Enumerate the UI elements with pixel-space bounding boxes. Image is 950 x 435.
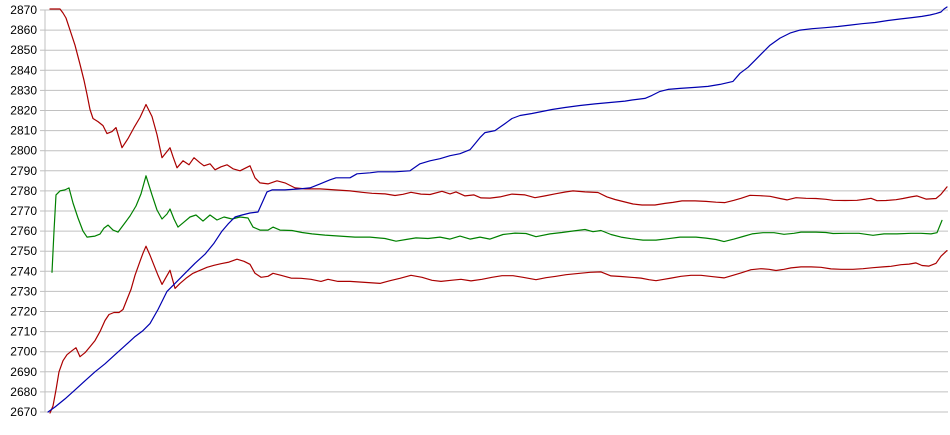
series-line-green	[51, 175, 943, 273]
y-tick-label: 2740	[10, 264, 37, 278]
y-tick-label: 2860	[10, 23, 37, 37]
y-tick-label: 2700	[10, 345, 37, 359]
y-tick-label: 2810	[10, 124, 37, 138]
y-axis-labels: 2870 2860 2850 2840 2830 2820 2810 2800 2790 2780…	[10, 3, 37, 419]
y-tick-label: 2760	[10, 224, 37, 238]
y-tick-label: 2850	[10, 43, 37, 57]
y-tick-label: 2800	[10, 144, 37, 158]
y-tick-label: 2870	[10, 3, 37, 17]
y-tick-label: 2820	[10, 104, 37, 118]
y-tick-label: 2780	[10, 184, 37, 198]
y-axis	[40, 9, 46, 413]
series-line-red-upper	[49, 8, 948, 206]
y-tick-label: 2690	[10, 365, 37, 379]
y-tick-label: 2790	[10, 164, 37, 178]
gridlines	[45, 9, 948, 413]
y-tick-label: 2670	[10, 405, 37, 419]
y-tick-label: 2830	[10, 83, 37, 97]
y-tick-label: 2710	[10, 325, 37, 339]
y-tick-label: 2720	[10, 305, 37, 319]
data-series	[47, 6, 948, 414]
y-tick-label: 2750	[10, 244, 37, 258]
y-tick-label: 2840	[10, 63, 37, 77]
series-line-red-lower	[49, 245, 948, 414]
y-tick-label: 2680	[10, 385, 37, 399]
y-tick-label: 2730	[10, 284, 37, 298]
series-line-blue	[47, 6, 948, 413]
y-tick-label: 2770	[10, 204, 37, 218]
